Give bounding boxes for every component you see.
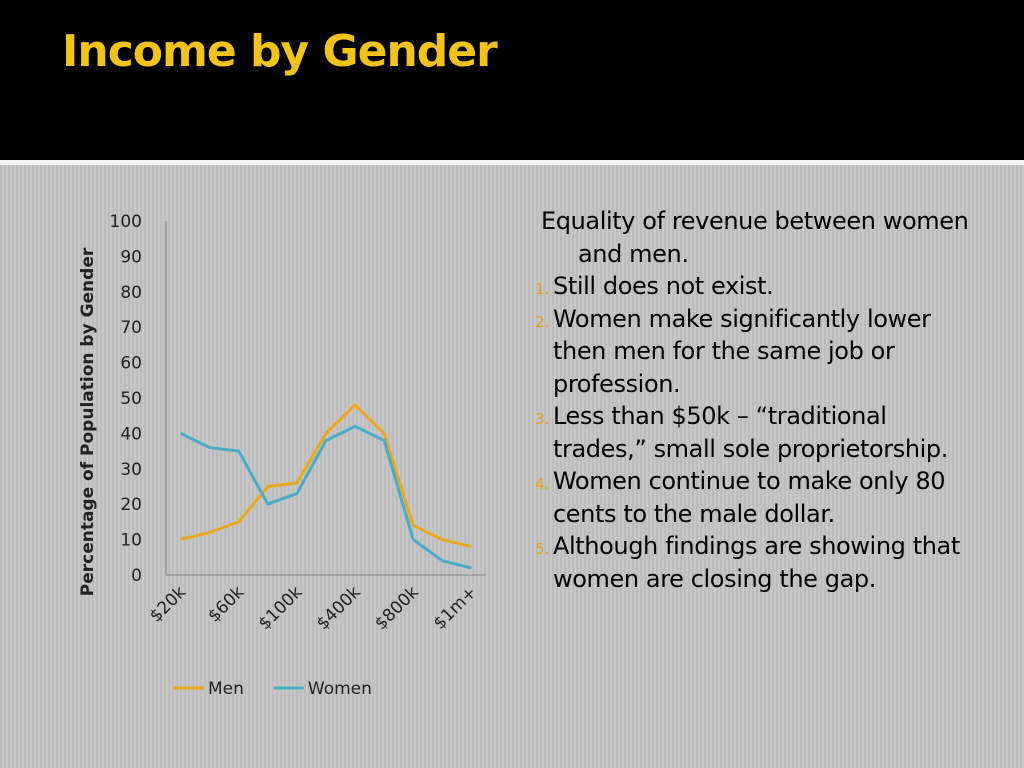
title-bar: Income by Gender [0, 0, 1024, 165]
x-tick-label: $60k [204, 582, 248, 626]
series-line [180, 403, 472, 549]
x-tick-label: $400k [313, 582, 365, 634]
y-tick-label: 30 [120, 460, 142, 480]
list-item: Less than $50k – “traditional trades,” s… [553, 400, 975, 465]
y-tick-label: 50 [120, 389, 142, 409]
y-tick-label: 60 [120, 354, 142, 374]
y-tick-label: 100 [110, 212, 142, 232]
slide-title: Income by Gender [62, 26, 498, 77]
list-item: Women continue to make only 80 cents to … [553, 465, 975, 530]
y-tick-label: 20 [120, 495, 142, 515]
list-item: Still does not exist. [553, 270, 975, 303]
x-tick-label: $800k [371, 582, 423, 634]
list-item: Although findings are showing that women… [553, 530, 975, 595]
y-tick-label: 40 [120, 424, 142, 444]
legend-label: Men [208, 679, 244, 699]
series-line [179, 424, 472, 570]
y-tick-label: 90 [120, 247, 142, 267]
y-tick-label: 10 [120, 531, 142, 551]
intro-text: Equality of revenue between women and me… [541, 207, 969, 268]
y-tick-label: 0 [131, 566, 142, 586]
text-panel: Equality of revenue between women and me… [525, 205, 975, 595]
bullet-list: Still does not exist.Women make signific… [525, 270, 975, 595]
y-tick-label: 70 [120, 318, 142, 338]
x-tick-label: $20k [146, 582, 190, 626]
x-tick-label: $100k [255, 582, 307, 634]
y-tick-label: 80 [120, 283, 142, 303]
x-tick-label: $1m+ [430, 582, 481, 633]
legend-label: Women [308, 679, 372, 699]
list-item: Women make significantly lower then men … [553, 303, 975, 401]
y-axis-title: Percentage of Population by Gender [78, 247, 98, 596]
